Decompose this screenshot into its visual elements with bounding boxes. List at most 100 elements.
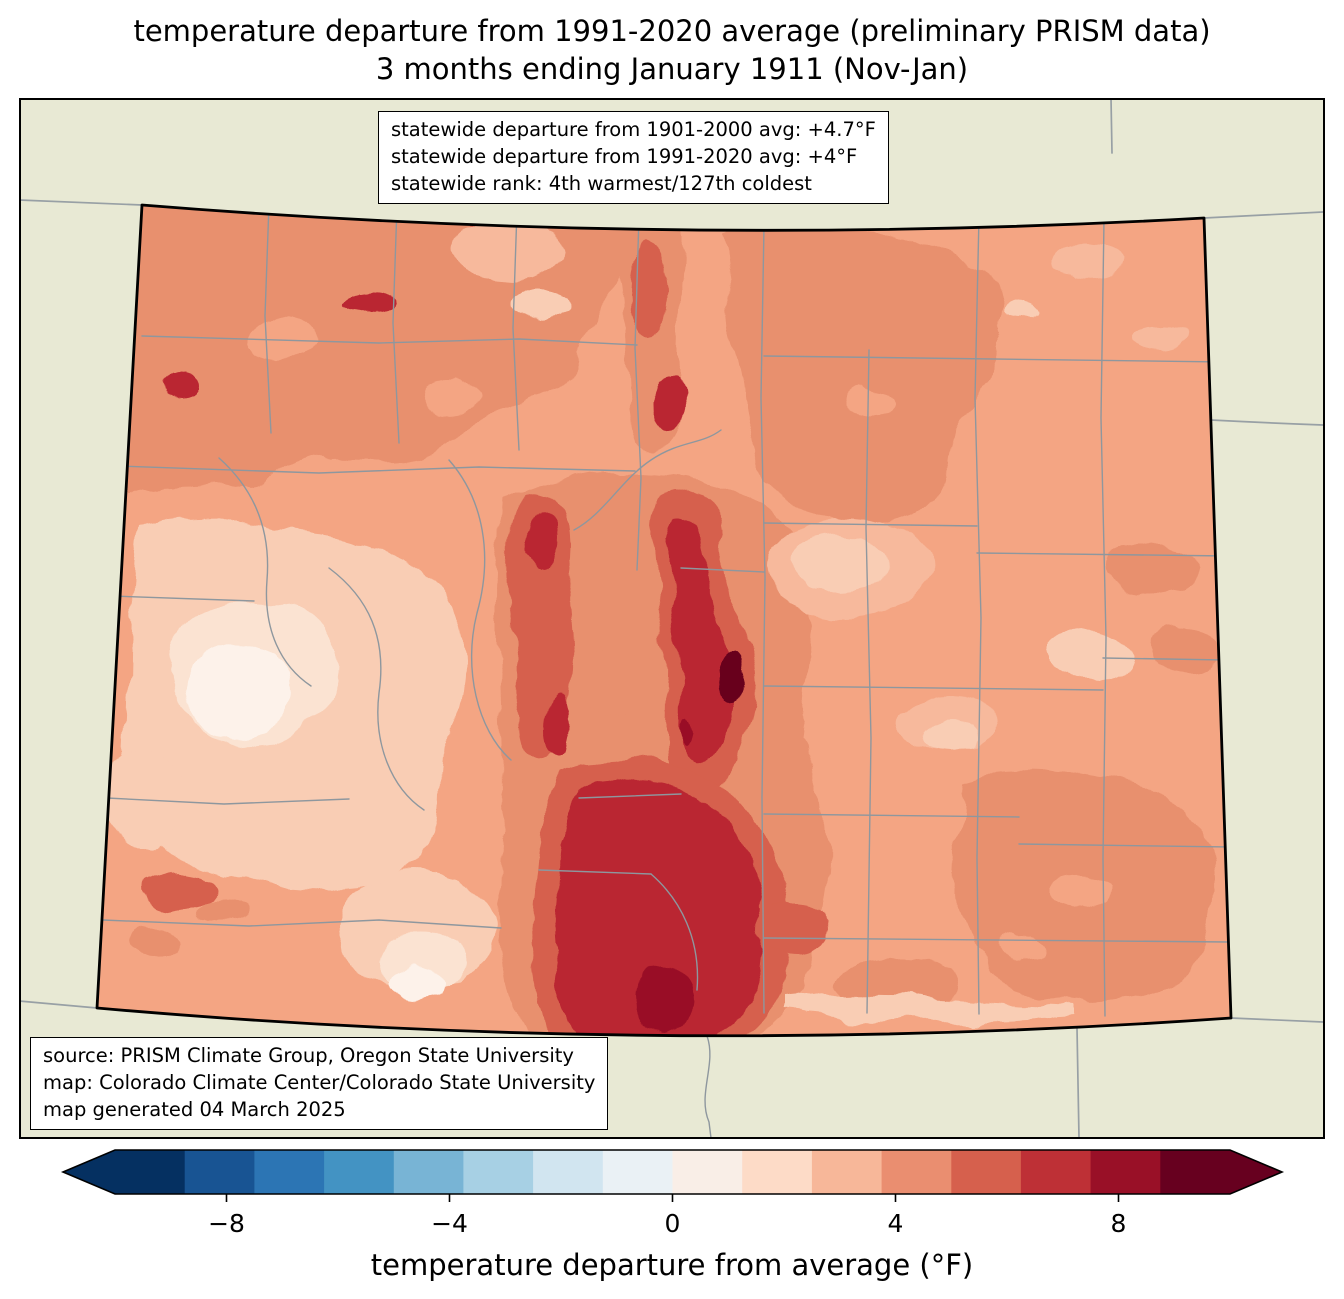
map-graphic	[201, 901, 251, 927]
map-graphic	[1210, 419, 1324, 426]
map-graphic	[763, 355, 1228, 363]
map-graphic	[760, 225, 766, 1014]
colorbar-segment	[115, 1150, 186, 1194]
anomaly-shapes	[101, 205, 1215, 1036]
map-graphic	[448, 459, 512, 761]
figure-title: temperature departure from 1991-2020 ave…	[0, 12, 1344, 89]
map-graphic	[246, 318, 322, 358]
map-graphic	[1131, 327, 1187, 353]
colorbar-tick-label: 8	[1111, 1209, 1127, 1238]
map-graphic	[760, 904, 832, 956]
colorbar-segment	[672, 1150, 743, 1194]
colorbar-segment	[324, 1150, 395, 1194]
map-graphic	[116, 465, 636, 474]
map-graphic	[634, 215, 642, 571]
county-borders	[102, 205, 1231, 1017]
map-graphic	[18, 1000, 98, 1009]
map-graphic	[781, 995, 1071, 1022]
map-graphic	[787, 534, 891, 586]
map-graphic	[456, 222, 566, 278]
map-graphic	[1230, 1017, 1324, 1023]
map-graphic	[160, 376, 202, 398]
map-graphic	[650, 873, 699, 991]
map-graphic	[419, 382, 479, 414]
map-graphic	[538, 869, 652, 875]
title-line-1: temperature departure from 1991-2020 ave…	[133, 14, 1211, 48]
colorbar-segment	[951, 1150, 1022, 1194]
source-attribution-box: source: PRISM Climate Group, Oregon Stat…	[30, 1037, 609, 1130]
colorbar-tick-label: 0	[665, 1209, 681, 1238]
map-graphic	[509, 289, 569, 319]
stats-line-1: statewide departure from 1901-2000 avg: …	[391, 118, 876, 141]
map-graphic	[631, 964, 691, 1036]
map-graphic	[345, 293, 397, 315]
map-graphic	[573, 429, 722, 531]
map-graphic	[865, 349, 872, 1014]
colorado-anomaly-map	[18, 97, 1325, 1139]
map-graphic	[578, 793, 682, 799]
map-area	[18, 97, 1325, 1139]
map-graphic	[718, 651, 746, 705]
map-graphic	[179, 644, 291, 736]
map-graphic	[385, 965, 445, 995]
map-graphic	[218, 457, 312, 687]
map-graphic	[1102, 657, 1230, 661]
colorbar-segment	[533, 1150, 604, 1194]
colorbar-segment	[881, 1150, 952, 1194]
map-graphic	[466, 340, 556, 392]
map-graphic	[1147, 628, 1215, 668]
map-graphic	[763, 685, 1104, 691]
map-graphic	[527, 510, 559, 570]
colorbar-segment	[184, 1150, 255, 1194]
map-graphic	[106, 797, 350, 805]
map-graphic	[328, 567, 425, 811]
map-graphic	[554, 782, 765, 1036]
map-graphic	[577, 650, 661, 710]
map-graphic	[631, 245, 667, 335]
map-graphic	[763, 522, 978, 527]
map-graphic	[924, 724, 984, 752]
colorbar-segment	[602, 1150, 674, 1194]
river-line	[704, 1035, 712, 1139]
map-graphic	[561, 820, 597, 900]
map-graphic	[102, 919, 502, 929]
map-graphic	[845, 386, 897, 414]
source-line-1: source: PRISM Climate Group, Oregon Stat…	[43, 1044, 574, 1067]
map-graphic	[763, 813, 1020, 818]
colorado-state-border	[95, 203, 1233, 1038]
colorbar-segment	[742, 1150, 813, 1194]
map-graphic	[1100, 219, 1107, 1017]
map-graphic	[667, 519, 736, 764]
stats-line-3: statewide rank: 4th warmest/127th coldes…	[391, 171, 812, 195]
colorbar-right-arrow	[1230, 1150, 1282, 1194]
map-graphic	[392, 205, 400, 444]
map-graphic	[974, 215, 982, 1015]
source-line-3: map generated 04 March 2025	[43, 1097, 346, 1121]
map-graphic	[131, 926, 181, 954]
map-graphic	[999, 938, 1043, 962]
colorbar-outline	[60, 1149, 1285, 1195]
map-graphic	[18, 199, 143, 206]
colorbar-segment	[254, 1150, 325, 1194]
map-graphic	[264, 205, 272, 434]
map-frame	[19, 98, 1325, 1139]
map-graphic	[976, 552, 1229, 557]
map-graphic	[1041, 629, 1129, 679]
map-graphic	[1053, 248, 1125, 280]
neighbor-state-borders	[18, 97, 1324, 1139]
colorbar-segment	[393, 1150, 465, 1194]
title-line-2: 3 months ending January 1911 (Nov-Jan)	[375, 52, 969, 87]
stats-line-2: statewide departure from 1991-2020 avg: …	[391, 144, 858, 168]
colorbar-ticks: −8 −4 0 4 8	[208, 1194, 1126, 1238]
map-graphic	[719, 222, 1004, 527]
map-graphic	[1203, 211, 1324, 219]
colorbar-segment	[1020, 1150, 1092, 1194]
map-graphic	[763, 937, 1230, 943]
colorbar-axis-label: temperature departure from average (°F)	[371, 1248, 973, 1282]
map-graphic	[546, 696, 574, 752]
colorbar-segment	[1160, 1150, 1231, 1194]
map-graphic	[1110, 97, 1113, 154]
state-interior	[97, 205, 1231, 1036]
map-graphic	[1018, 843, 1231, 848]
colorbar-left-arrow	[63, 1150, 115, 1194]
